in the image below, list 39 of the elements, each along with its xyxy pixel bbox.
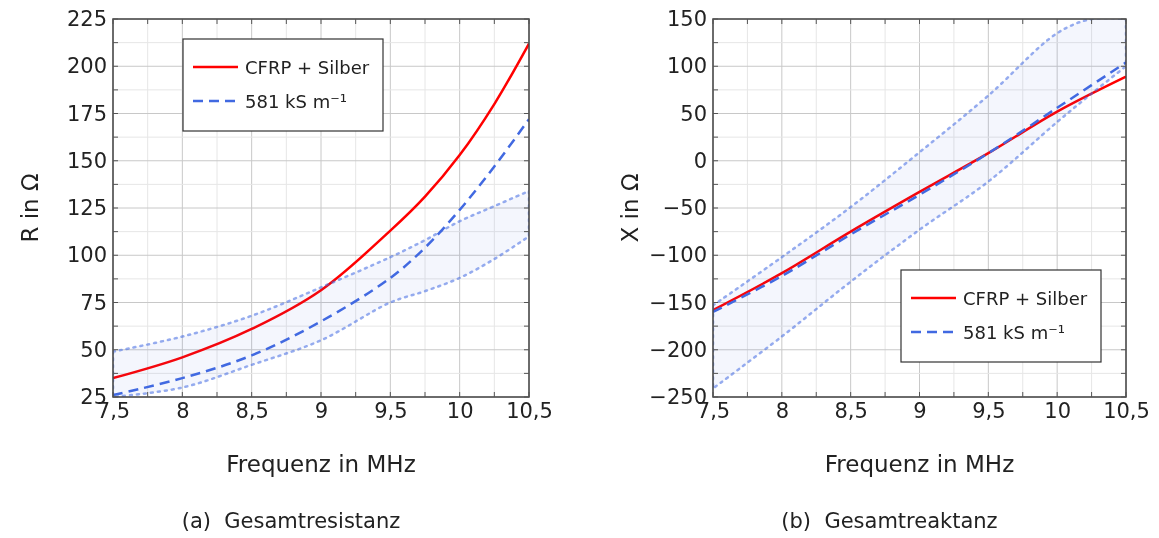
y-tick-label: −100: [649, 243, 707, 268]
y-tick-label: 50: [80, 337, 107, 362]
y-tick-label: −150: [649, 290, 707, 315]
y-tick-label: 100: [66, 243, 107, 268]
y-tick-label: 225: [66, 7, 107, 32]
legend-label: 581 kS m⁻¹: [245, 91, 347, 112]
y-tick-label: 100: [666, 54, 707, 79]
x-tick-label: 8: [775, 398, 790, 423]
x-tick-label: 9: [314, 398, 329, 423]
y-tick-label: 175: [66, 101, 107, 126]
y-tick-label: −50: [662, 196, 707, 221]
line-series: [113, 42, 529, 380]
text: (b) Gesamtreaktanz: [781, 509, 998, 533]
x-tick-label: 10: [446, 398, 474, 423]
x-tick-label: 9,5: [374, 398, 408, 423]
x-tick-label: 10,5: [506, 398, 553, 423]
y-tick-label: 125: [66, 196, 107, 221]
x-tick-label: 8,5: [834, 398, 868, 423]
text: (a) Gesamtresistanz: [181, 509, 401, 533]
x-tick-label: 8: [176, 398, 190, 423]
x-tick-label: 10,5: [1103, 398, 1150, 423]
x-tick-label: 8,5: [235, 398, 269, 423]
y-tick-label: 50: [680, 101, 707, 126]
x-axis-title: Frequenz in MHz: [824, 451, 1015, 477]
legend-label: CFRP + Silber: [963, 288, 1088, 309]
x-tick-label: 9,5: [972, 398, 1006, 423]
x-tick-label: 9: [913, 398, 927, 423]
y-tick-label: 150: [666, 7, 707, 32]
legend-label: CFRP + Silber: [245, 57, 370, 78]
y-tick-label: −200: [649, 337, 707, 362]
y-axis-title: X in Ω: [617, 173, 643, 243]
x-axis-title: Frequenz in MHz: [226, 451, 416, 477]
y-tick-label: 75: [80, 290, 107, 315]
y-tick-label: 0: [693, 148, 707, 173]
y-axis-title: R in Ω: [17, 173, 43, 243]
x-tick-label: 10: [1044, 398, 1072, 423]
y-tick-label: 150: [66, 148, 107, 173]
legend-label: 581 kS m⁻¹: [963, 322, 1065, 343]
y-tick-label: 200: [66, 54, 107, 79]
